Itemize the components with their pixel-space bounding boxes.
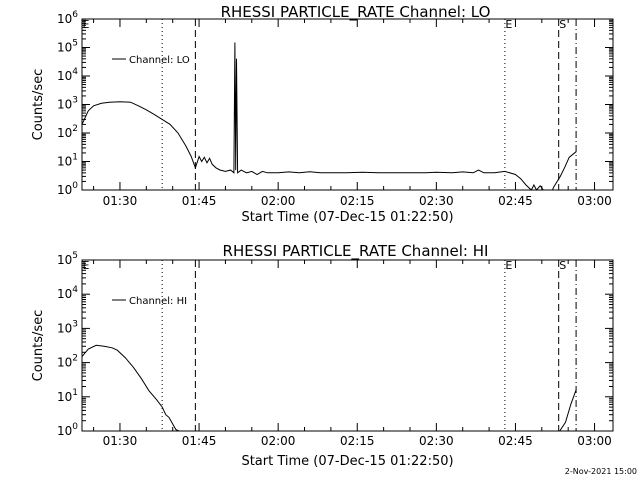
x-tick-label: 02:00	[261, 434, 296, 448]
x-tick-label: 01:30	[103, 434, 138, 448]
event-marker-label: E	[83, 259, 90, 272]
y-tick-label: 100	[57, 422, 78, 438]
y-tick-label: 102	[57, 354, 78, 370]
chart-title: RHESSI PARTICLE_RATE Channel: HI	[223, 242, 489, 261]
x-tick-label: 02:45	[498, 194, 533, 208]
x-tick-label: 02:15	[340, 194, 375, 208]
legend-label: Channel: LO	[129, 55, 190, 66]
x-tick-label: 02:30	[419, 434, 454, 448]
x-tick-label: 02:00	[261, 194, 296, 208]
y-axis-label: Counts/sec	[31, 310, 46, 382]
y-tick-label: 105	[57, 39, 78, 55]
y-tick-label: 103	[57, 319, 78, 335]
y-tick-label: 101	[57, 153, 78, 169]
event-marker-label: S	[559, 18, 566, 31]
x-axis-label: Start Time (07-Dec-15 01:22:50)	[241, 454, 453, 469]
y-tick-label: 100	[57, 181, 78, 197]
event-marker-label: E	[505, 259, 512, 272]
legend-label: Channel: HI	[129, 296, 187, 307]
series-line	[81, 42, 577, 191]
y-tick-label: 103	[57, 96, 78, 112]
x-tick-label: 02:15	[340, 434, 375, 448]
plot-frame	[81, 259, 614, 432]
x-axis-label: Start Time (07-Dec-15 01:22:50)	[241, 210, 453, 225]
y-tick-label: 104	[57, 67, 78, 83]
footer-timestamp: 2-Nov-2021 15:00	[565, 467, 637, 476]
series-line	[559, 389, 577, 432]
chart-title: RHESSI PARTICLE_RATE Channel: LO	[221, 3, 491, 22]
plot-frame	[81, 18, 614, 191]
x-tick-label: 02:30	[419, 194, 454, 208]
y-axis-label: Counts/sec	[31, 69, 46, 141]
chart-panel-lo: RHESSI PARTICLE_RATE Channel: LO 100 101 10…	[31, 3, 614, 225]
series-line	[81, 344, 180, 432]
event-marker-label: E	[83, 18, 90, 31]
event-marker-label: E	[505, 18, 512, 31]
chart-panel-hi: RHESSI PARTICLE_RATE Channel: HI 100 101 10…	[31, 242, 614, 469]
y-tick-label: 105	[57, 251, 78, 267]
x-tick-label: 03:00	[577, 434, 612, 448]
event-marker-label: S	[559, 259, 566, 272]
x-tick-label: 03:00	[577, 194, 612, 208]
x-tick-label: 02:45	[498, 434, 533, 448]
x-tick-label: 01:45	[182, 194, 217, 208]
y-tick-label: 102	[57, 124, 78, 140]
y-tick-label: 101	[57, 388, 78, 404]
x-tick-label: 01:30	[103, 194, 138, 208]
y-tick-label: 104	[57, 285, 78, 301]
y-tick-label: 106	[57, 10, 78, 26]
x-tick-label: 01:45	[182, 434, 217, 448]
